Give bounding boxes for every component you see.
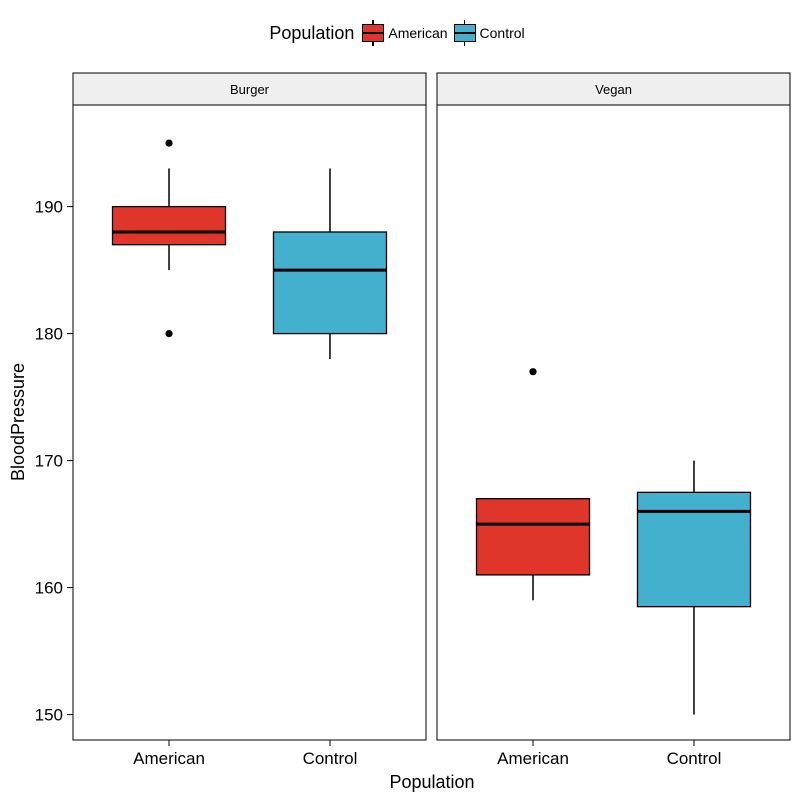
box-iqr (636, 491, 752, 608)
facet-label-0: Burger (230, 82, 270, 97)
legend-label-american: American (388, 25, 448, 41)
facet-strip-0 (72, 72, 427, 106)
box-burger-control (272, 168, 388, 746)
box-iqr (111, 205, 227, 246)
legend: Population American Control (0, 18, 800, 48)
facet-strip-1 (436, 72, 791, 106)
box-vegan-control (636, 460, 752, 746)
box-iqr (272, 231, 388, 335)
outlier-point (165, 330, 173, 338)
x-tick-label: American (497, 749, 569, 768)
legend-item-american: American (362, 20, 448, 46)
panel-border-0 (72, 104, 427, 741)
y-tick-label: 190 (35, 198, 63, 217)
y-tick-label: 160 (35, 579, 63, 598)
y-tick-label: 180 (35, 325, 63, 344)
y-tick-label: 170 (35, 452, 63, 471)
y-axis-title: BloodPressure (8, 363, 28, 481)
x-axis-title: Population (389, 772, 474, 792)
legend-title: Population (269, 22, 355, 43)
box-iqr (475, 498, 591, 576)
box-vegan-american (475, 368, 591, 746)
panel-border-1 (436, 104, 791, 741)
x-tick-label: American (133, 749, 205, 768)
legend-item-control: Control (453, 20, 525, 46)
x-tick-label: Control (303, 749, 358, 768)
facet-label-1: Vegan (595, 82, 632, 97)
legend-label-control: Control (479, 25, 525, 41)
outlier-point (165, 139, 173, 147)
outlier-point (529, 368, 537, 376)
box-burger-american (111, 139, 227, 746)
legend-key-control (453, 20, 476, 46)
x-tick-label: Control (667, 749, 722, 768)
y-tick-label: 150 (35, 706, 63, 725)
legend-key-american (362, 20, 385, 46)
